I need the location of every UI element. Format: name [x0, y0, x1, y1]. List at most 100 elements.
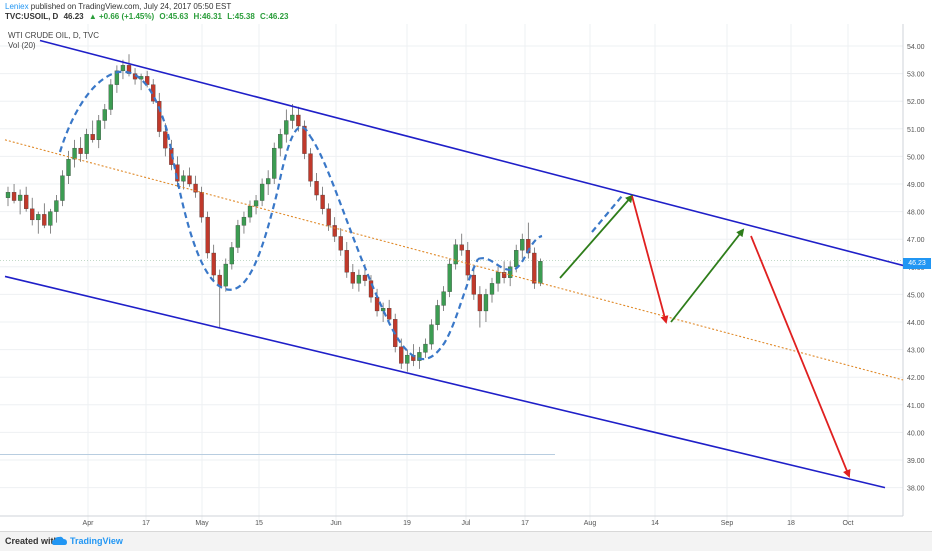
- candle-up: [96, 120, 101, 140]
- published-text: published on TradingView.com, July 24, 2…: [28, 2, 232, 11]
- candle-down: [350, 272, 356, 284]
- candle-up: [265, 178, 271, 185]
- candle-down: [163, 131, 168, 149]
- channel-upper-line: [39, 39, 904, 267]
- y-tick-label: 40.00: [907, 430, 925, 437]
- footer: Created with TradingView: [0, 531, 932, 551]
- candle-down: [399, 346, 404, 364]
- x-tick-label: Aug: [584, 520, 597, 527]
- candle-down: [326, 208, 331, 226]
- candle-up: [5, 192, 11, 198]
- y-tick-label: 38.00: [907, 486, 925, 493]
- y-tick-label: 43.00: [907, 348, 925, 355]
- forecast-arrow-down-1: [631, 195, 669, 324]
- y-tick-label: 47.00: [907, 237, 925, 244]
- candle-down: [11, 192, 17, 201]
- tradingview-brand[interactable]: TradingView: [70, 536, 123, 546]
- ohlc-line: TVC:USOIL, D 46.23 ▲ +0.66 (+1.45%) O:45…: [5, 12, 292, 21]
- candle-down: [332, 225, 337, 237]
- candle-up: [17, 194, 23, 201]
- candle-up: [114, 70, 120, 85]
- candle-up: [60, 175, 65, 201]
- candle-up: [290, 114, 295, 121]
- candle-down: [90, 134, 95, 140]
- candle-up: [520, 239, 525, 251]
- candle-up: [253, 200, 259, 207]
- candle-up: [54, 200, 59, 212]
- y-tick-label: 53.00: [907, 72, 925, 79]
- candle-down: [501, 272, 507, 278]
- candle-up: [435, 305, 440, 325]
- candle-up: [284, 120, 289, 135]
- candle-up: [108, 84, 113, 110]
- time-axis[interactable]: Apr 17 May 15 Jun 19 Jul 17 Aug 14 Sep 18 Oct: [83, 520, 854, 527]
- forecast-arrow-up-1: [559, 194, 634, 279]
- candle-up: [356, 274, 362, 284]
- channel-lower-line: [4, 275, 886, 489]
- candle-up: [36, 214, 41, 221]
- candle-down: [296, 114, 301, 127]
- symbol-label: TVC:USOIL, D: [5, 12, 59, 21]
- candle-down: [459, 244, 464, 251]
- candle-down: [30, 208, 35, 221]
- y-tick-label: 44.00: [907, 320, 925, 327]
- candle-up: [66, 159, 71, 176]
- candle-up: [272, 147, 277, 179]
- candle-up: [495, 272, 501, 284]
- candle-down: [314, 181, 319, 196]
- candle-up: [538, 261, 543, 284]
- y-tick-label: 49.00: [907, 182, 925, 189]
- candle-down: [532, 252, 537, 284]
- candle-down: [175, 164, 180, 182]
- candle-up: [84, 134, 89, 154]
- x-tick-label: Sep: [721, 520, 734, 527]
- candle-up: [423, 343, 428, 353]
- candle-up: [507, 266, 513, 278]
- high-value: H:46.31: [193, 12, 222, 21]
- candle-up: [380, 308, 386, 312]
- candle-up: [278, 134, 283, 149]
- y-tick-label: 48.00: [907, 210, 925, 217]
- candle-down: [187, 175, 192, 185]
- tradingview-cloud-icon: [52, 536, 67, 545]
- drawings: [4, 39, 904, 489]
- candle-down: [477, 294, 483, 312]
- candle-down: [386, 308, 392, 320]
- x-tick-label: Oct: [843, 520, 854, 527]
- candle-down: [211, 252, 216, 276]
- x-tick-label: 17: [142, 520, 150, 527]
- last-price: 46.23: [63, 12, 84, 21]
- x-tick-label: 19: [403, 520, 411, 527]
- candle-up: [247, 205, 253, 218]
- candle-down: [320, 194, 325, 209]
- candle-down: [42, 214, 47, 226]
- candle-up: [429, 324, 434, 345]
- author-link[interactable]: Leniex: [5, 2, 29, 11]
- y-tick-label: 51.00: [907, 127, 925, 134]
- candle-down: [302, 125, 307, 154]
- x-tick-label: Apr: [83, 520, 95, 527]
- candle-down: [193, 183, 198, 193]
- low-value: L:45.38: [227, 12, 255, 21]
- candle-up: [120, 65, 126, 71]
- candle-up: [259, 183, 265, 201]
- x-tick-label: 14: [651, 520, 659, 527]
- candle-down: [338, 236, 343, 251]
- y-tick-label: 42.00: [907, 375, 925, 382]
- candle-down: [344, 250, 349, 273]
- wave-dashed-3: [309, 135, 479, 361]
- publish-line: Leniex published on TradingView.com, Jul…: [5, 2, 231, 11]
- legend-title: WTI CRUDE OIL, D, TVC: [8, 31, 99, 40]
- price-chart[interactable]: 54.00 53.00 52.00 51.00 50.00 49.00 48.00 47.00…: [0, 24, 932, 531]
- x-tick-label: Jun: [330, 520, 341, 527]
- candle-up: [72, 147, 77, 160]
- forecast-arrow-up-2: [670, 228, 745, 323]
- x-tick-label: 17: [521, 520, 529, 527]
- x-tick-label: 18: [787, 520, 795, 527]
- close-value: C:46.23: [260, 12, 289, 21]
- candle-up: [483, 294, 489, 312]
- candle-up: [405, 354, 410, 364]
- legend-volume: Vol (20): [8, 41, 36, 50]
- candle-down: [205, 216, 210, 254]
- candle-up: [441, 291, 446, 306]
